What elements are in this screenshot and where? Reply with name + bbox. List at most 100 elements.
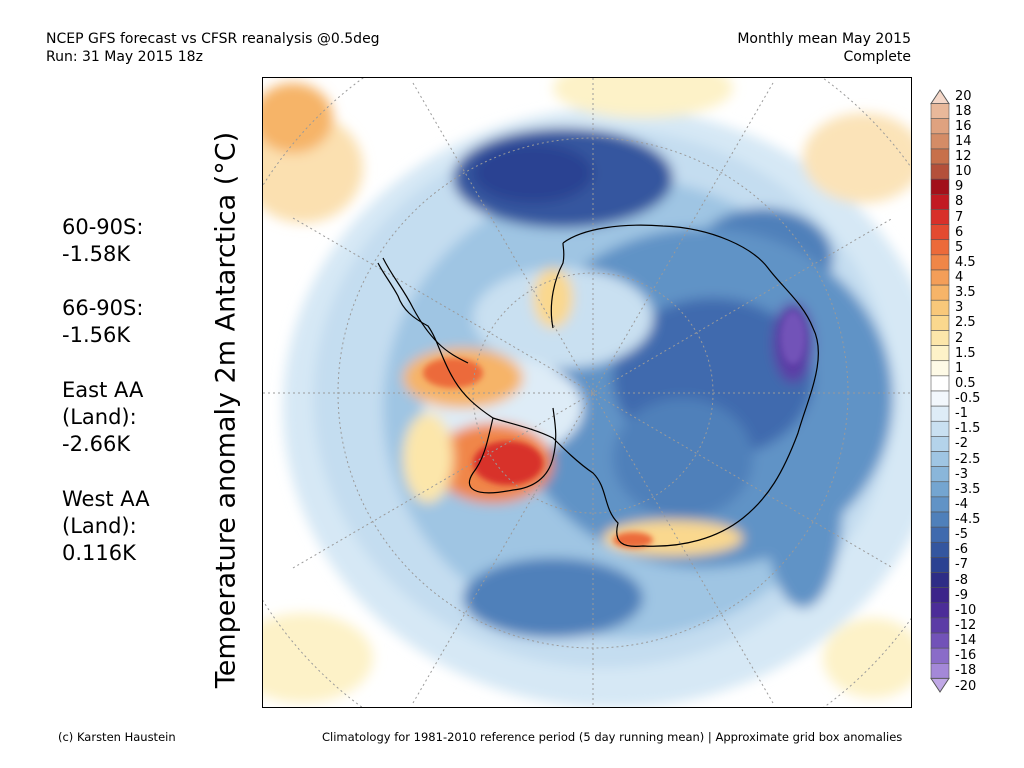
stat-value: -1.58K	[62, 242, 131, 266]
legend-label: -18	[955, 663, 977, 679]
legend-swatch	[930, 602, 950, 619]
legend-swatch	[930, 299, 950, 316]
anomaly-map	[262, 77, 912, 708]
legend-swatch	[930, 572, 950, 588]
legend-label: -8	[955, 572, 968, 588]
legend-label: 2	[955, 330, 964, 346]
legend-swatch	[930, 375, 950, 392]
polar-stereographic-map	[263, 78, 911, 707]
legend-label: 1	[955, 360, 964, 376]
y-axis-label: Temperature anomaly 2m Antarctica (°C)	[210, 131, 242, 689]
legend-swatch	[930, 436, 950, 452]
legend-swatch	[930, 617, 950, 634]
antarctica-coastline	[377, 224, 819, 548]
legend-label: 20	[955, 88, 972, 104]
legend-swatch	[930, 466, 950, 483]
legend-swatch	[930, 541, 950, 558]
legend-label: -16	[955, 648, 977, 664]
legend-label: -5	[955, 527, 968, 543]
legend-swatch	[930, 148, 950, 165]
legend-label: -0.5	[955, 391, 981, 407]
legend-label: 1.5	[955, 345, 976, 361]
legend-swatch	[930, 420, 950, 437]
credit-text: (c) Karsten Haustein	[58, 730, 176, 744]
legend-swatch	[930, 345, 950, 362]
legend-swatch	[930, 451, 950, 467]
legend-swatch	[930, 239, 950, 256]
legend-label: -6	[955, 542, 968, 558]
stat-label: East AA	[62, 378, 144, 402]
legend-label: -14	[955, 633, 977, 649]
legend-swatch	[930, 526, 950, 543]
stat-label: (Land):	[62, 514, 137, 538]
legend-label: -9	[955, 587, 968, 603]
color-legend	[930, 89, 950, 693]
stat-value: 0.116K	[62, 541, 136, 565]
warm-core	[423, 312, 805, 548]
legend-swatch	[930, 254, 950, 271]
legend-swatch	[930, 647, 950, 664]
legend-swatch	[930, 330, 950, 346]
legend-arrow-top	[930, 89, 950, 105]
map-title: NCEP GFS forecast vs CFSR reanalysis @0.…	[46, 31, 380, 47]
stat-value: -2.66K	[62, 432, 131, 456]
legend-label: 16	[955, 118, 972, 134]
legend-label: 2.5	[955, 315, 976, 331]
legend-swatch	[930, 632, 950, 649]
legend-swatch	[930, 194, 950, 210]
legend-swatch	[930, 118, 950, 135]
legend-label: -10	[955, 602, 977, 618]
legend-arrow-bottom	[930, 677, 950, 693]
legend-swatch	[930, 390, 950, 407]
legend-label: 5	[955, 239, 964, 255]
anomaly-field	[263, 78, 911, 707]
legend-label: 18	[955, 103, 972, 119]
legend-label: 6	[955, 224, 964, 240]
legend-label: -4.5	[955, 512, 981, 528]
legend-label: 10	[955, 164, 972, 180]
legend-swatch	[930, 224, 950, 241]
footnote-text: Climatology for 1981-2010 reference peri…	[322, 730, 903, 744]
legend-label: -3.5	[955, 481, 981, 497]
stat-label: 66-90S:	[62, 296, 144, 320]
stat-west-aa: West AA (Land): 0.116K	[62, 486, 150, 567]
legend-swatch	[930, 284, 950, 301]
legend-label: -2.5	[955, 451, 981, 467]
status-label: Complete	[843, 49, 911, 65]
legend-swatch	[930, 178, 950, 195]
legend-label: 8	[955, 194, 964, 210]
stat-label: (Land):	[62, 405, 137, 429]
legend-label: -4	[955, 496, 968, 512]
stat-60-90s: 60-90S: -1.58K	[62, 214, 143, 268]
legend-label: 3	[955, 300, 964, 316]
stat-east-aa: East AA (Land): -2.66K	[62, 377, 143, 458]
legend-swatch	[930, 133, 950, 150]
legend-label: 0.5	[955, 375, 976, 391]
stat-value: -1.56K	[62, 323, 131, 347]
legend-swatch	[930, 511, 950, 528]
legend-swatch	[930, 103, 950, 119]
legend-label: 9	[955, 179, 964, 195]
stat-66-90s: 66-90S: -1.56K	[62, 295, 143, 349]
legend-label: 4	[955, 270, 964, 286]
legend-swatches	[930, 89, 950, 693]
legend-swatch	[930, 405, 950, 422]
legend-label: 14	[955, 133, 972, 149]
peninsula-coastline	[382, 257, 469, 364]
legend-swatch	[930, 269, 950, 286]
legend-label: -12	[955, 617, 977, 633]
legend-label: -1.5	[955, 421, 981, 437]
legend-label: -1	[955, 406, 968, 422]
legend-swatch	[930, 163, 950, 180]
legend-swatch	[930, 481, 950, 498]
legend-label: 3.5	[955, 285, 976, 301]
legend-swatch	[930, 209, 950, 225]
legend-swatch	[930, 496, 950, 513]
legend-swatch	[930, 587, 950, 604]
legend-label: -3	[955, 466, 968, 482]
legend-label: 12	[955, 149, 972, 164]
legend-swatch	[930, 663, 950, 679]
stat-label: West AA	[62, 487, 150, 511]
legend-swatch	[930, 315, 950, 331]
legend-label: -20	[955, 678, 977, 694]
